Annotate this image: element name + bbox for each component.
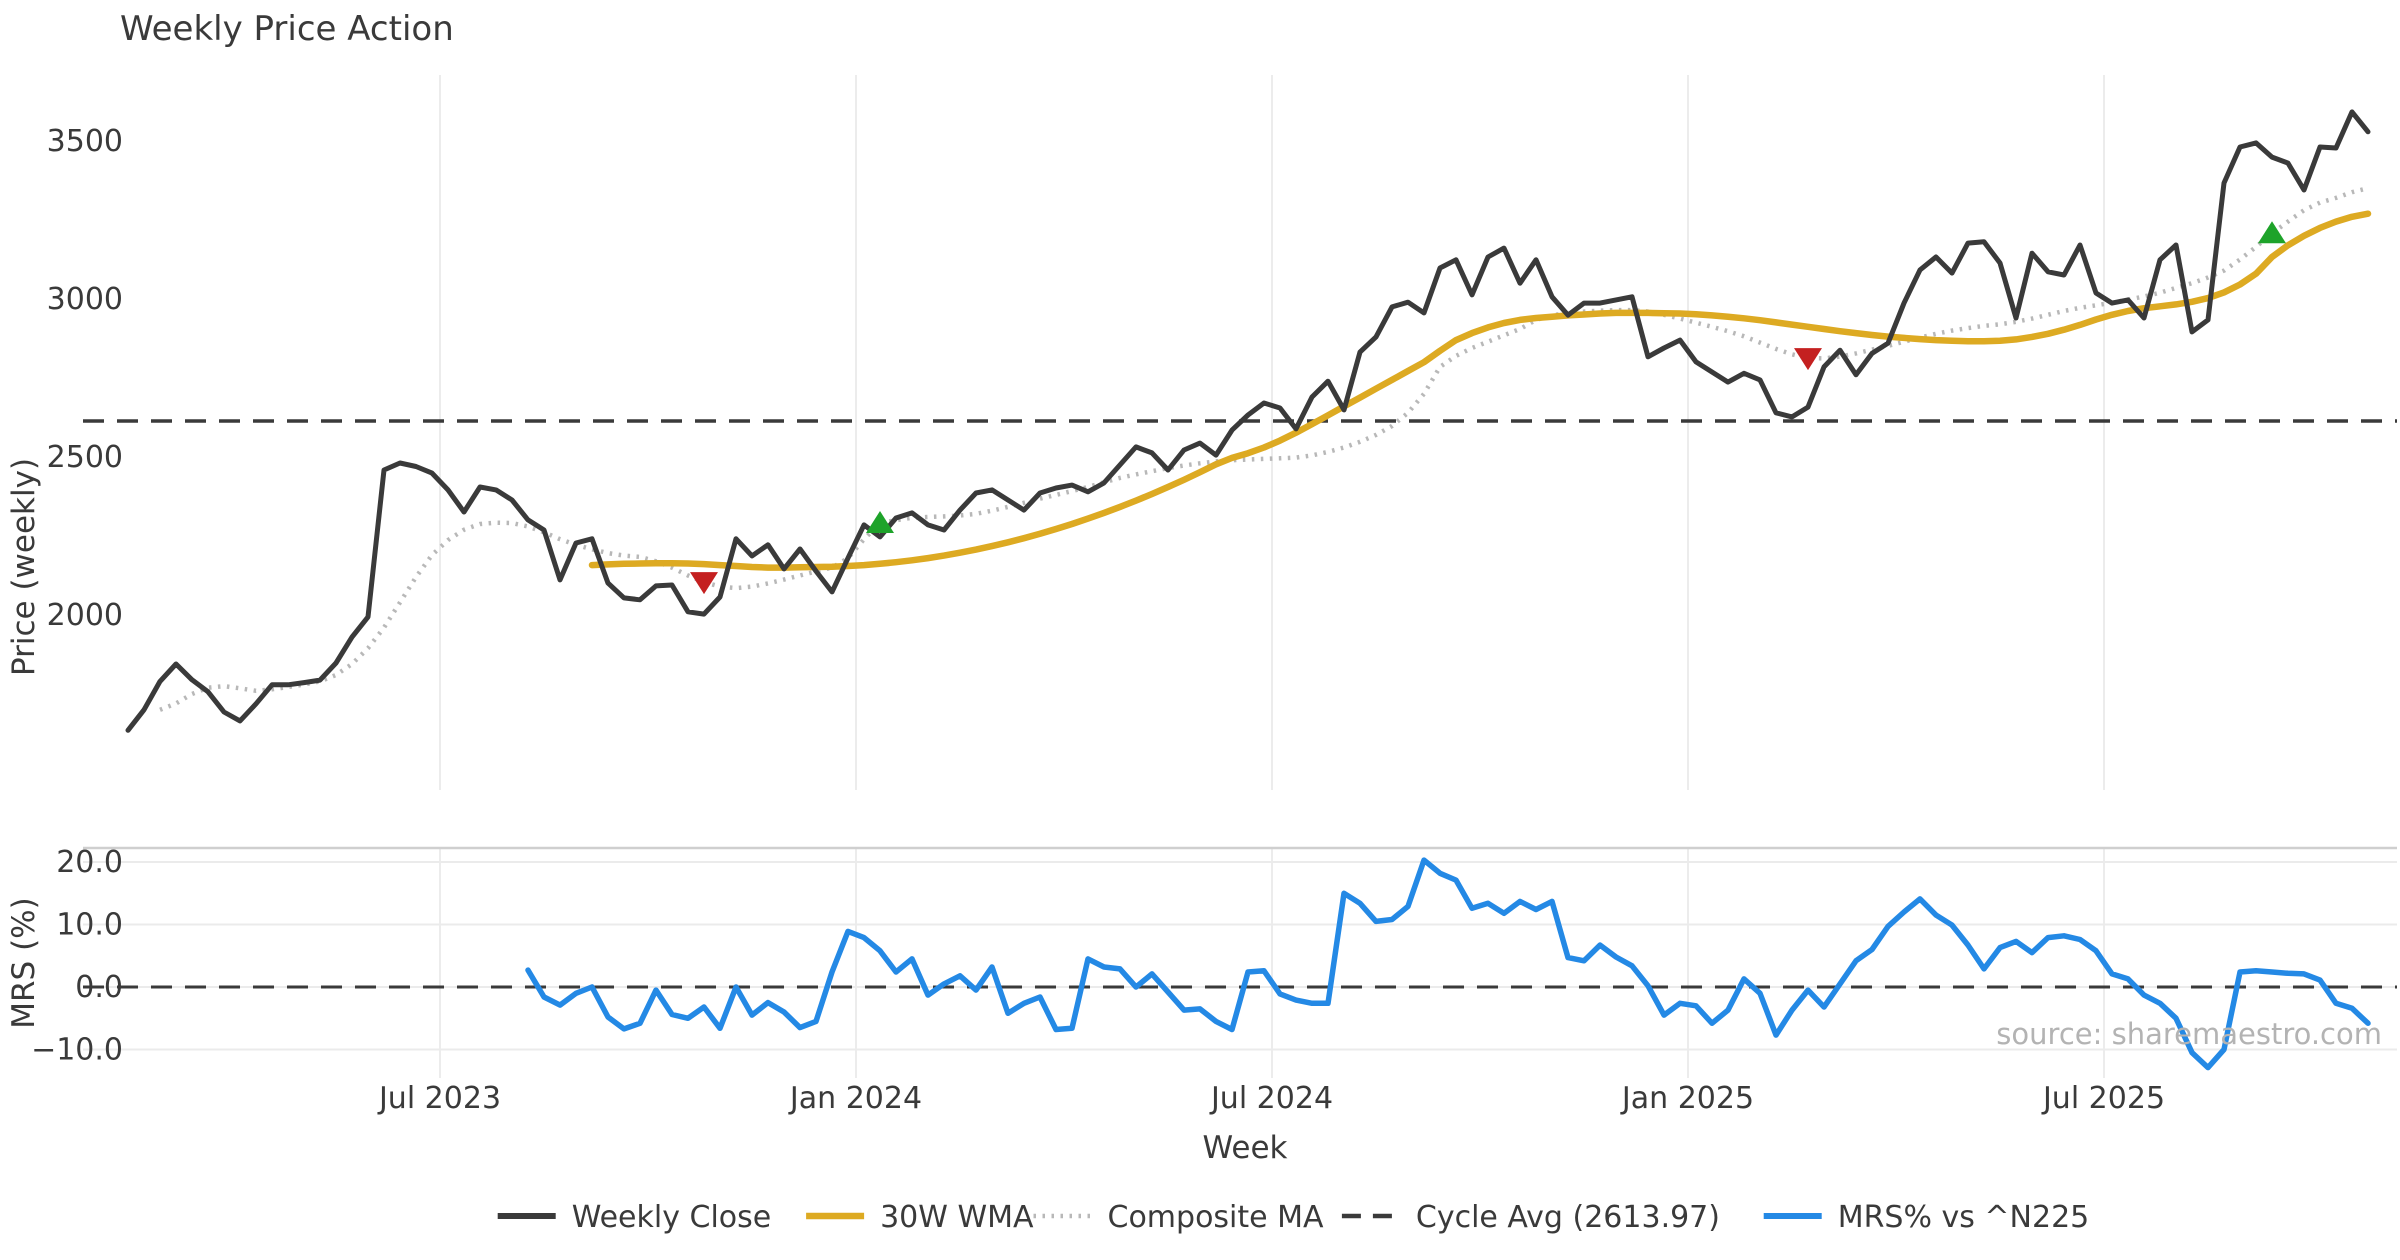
price-ytick-label: 3500 — [47, 124, 123, 159]
buy-signal-marker — [2258, 221, 2286, 244]
mrs-ytick-label: 10.0 — [56, 908, 123, 943]
legend-label: Weekly Close — [572, 1200, 772, 1235]
price-axis-label: Price (weekly) — [6, 458, 42, 676]
price-ytick-label: 3000 — [47, 282, 123, 317]
legend-item: Cycle Avg (2613.97) — [1341, 1200, 1720, 1235]
reference-lines — [83, 419, 2397, 989]
axis-text: Weekly Price Action 2000 2500 3000 3500 −10.0… — [6, 9, 2382, 1166]
mrs-ytick-label: −10.0 — [31, 1033, 123, 1068]
xtick-label: Jul 2025 — [2041, 1081, 2165, 1116]
xtick-label: Jul 2023 — [377, 1081, 501, 1116]
mrs-ytick-label: 20.0 — [56, 845, 123, 880]
buy-signal-marker — [866, 511, 894, 534]
legend-label: Composite MA — [1108, 1200, 1325, 1235]
legend-item: Weekly Close — [497, 1200, 772, 1235]
xtick-label: Jul 2024 — [1209, 1081, 1333, 1116]
gridlines — [83, 75, 2397, 1078]
mrs-ytick-label: 0.0 — [75, 970, 123, 1005]
legend-label: MRS% vs ^N225 — [1838, 1200, 2090, 1235]
legend-item: 30W WMA — [806, 1200, 1034, 1235]
price-ytick-label: 2000 — [47, 598, 123, 633]
wma-30w-line — [588, 210, 2372, 571]
mrs-line — [525, 857, 2371, 1071]
legend: Weekly Close 30W WMA Composite MA Cycle Avg… — [497, 1200, 2090, 1235]
legend-item: Composite MA — [1033, 1200, 1325, 1235]
mrs-axis-label: MRS (%) — [6, 897, 42, 1028]
legend-item: MRS% vs ^N225 — [1763, 1200, 2090, 1235]
price-ytick-label: 2500 — [47, 440, 123, 475]
legend-label: Cycle Avg (2613.97) — [1416, 1200, 1720, 1235]
xtick-label: Jan 2025 — [1620, 1081, 1754, 1116]
signal-markers — [690, 221, 2286, 595]
legend-label: 30W WMA — [880, 1200, 1034, 1235]
weekly-close-line — [125, 109, 2371, 733]
xtick-label: Jan 2024 — [788, 1081, 922, 1116]
x-axis-label: Week — [1203, 1130, 1288, 1166]
sell-signal-marker — [690, 572, 718, 595]
watermark: source: sharemaestro.com — [1996, 1017, 2382, 1051]
chart-title: Weekly Price Action — [120, 9, 454, 49]
sell-signal-marker — [1794, 348, 1822, 371]
data-series — [125, 109, 2372, 1071]
